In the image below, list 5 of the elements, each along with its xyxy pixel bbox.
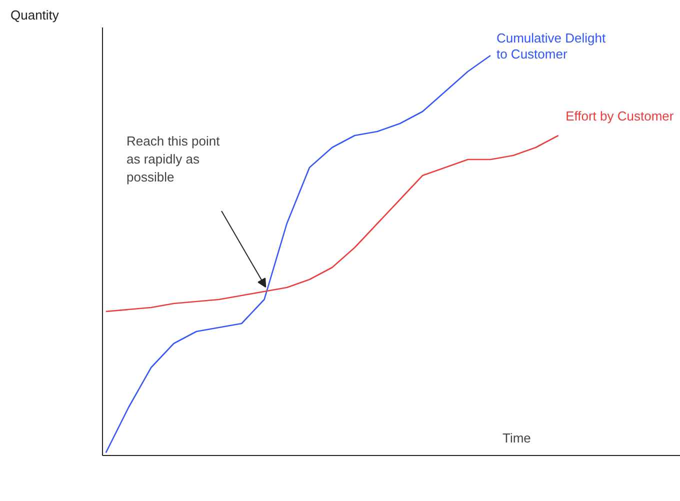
annotation: Reach this point as rapidly as possible [126,134,220,185]
series-label: Effort by Customer [566,108,674,124]
series-label: Cumulative Delight to Customer [496,30,606,62]
x-axis-title: Time [502,430,531,446]
y-axis-title: Quantity [10,8,60,22]
